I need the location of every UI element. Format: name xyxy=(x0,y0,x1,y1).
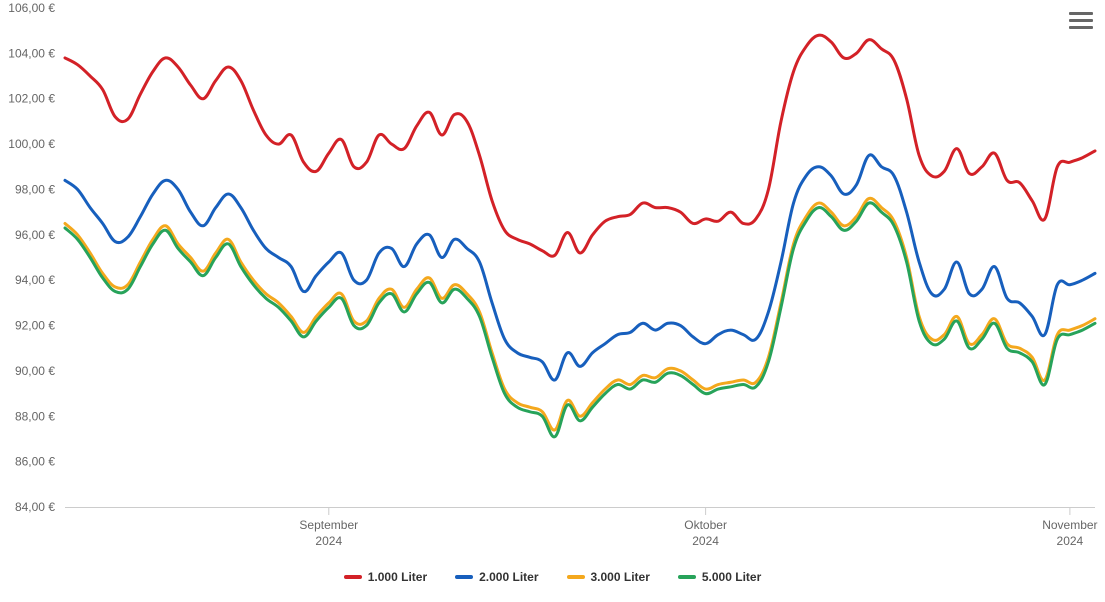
legend-label: 2.000 Liter xyxy=(479,570,538,584)
series-line-0 xyxy=(65,35,1095,256)
series-line-1 xyxy=(65,155,1095,380)
legend-swatch xyxy=(344,575,362,579)
legend-label: 1.000 Liter xyxy=(368,570,427,584)
chart-menu-button[interactable] xyxy=(1069,8,1093,30)
price-line-chart: 84,00 € 86,00 € 88,00 € 90,00 € 92,00 € 94,00… xyxy=(0,0,1105,602)
y-tick-label: 94,00 € xyxy=(15,273,55,287)
x-tick-label: November xyxy=(1042,518,1097,532)
y-tick-label: 98,00 € xyxy=(15,182,55,196)
legend-label: 5.000 Liter xyxy=(702,570,761,584)
x-tick-label: September xyxy=(299,518,358,532)
legend-item-3[interactable]: 5.000 Liter xyxy=(678,570,761,584)
legend-swatch xyxy=(455,575,473,579)
y-tick-label: 96,00 € xyxy=(15,228,55,242)
legend-item-1[interactable]: 2.000 Liter xyxy=(455,570,538,584)
y-tick-label: 106,00 € xyxy=(8,1,55,15)
y-tick-label: 104,00 € xyxy=(8,46,55,60)
y-tick-label: 92,00 € xyxy=(15,319,55,333)
y-tick-label: 88,00 € xyxy=(15,409,55,423)
y-tick-label: 100,00 € xyxy=(8,137,55,151)
legend-swatch xyxy=(567,575,585,579)
x-tick-label: Oktober xyxy=(684,518,727,532)
x-tick-sublabel: 2024 xyxy=(1057,534,1084,548)
legend-swatch xyxy=(678,575,696,579)
y-tick-label: 90,00 € xyxy=(15,364,55,378)
legend-item-2[interactable]: 3.000 Liter xyxy=(567,570,650,584)
x-tick-sublabel: 2024 xyxy=(692,534,719,548)
x-tick-sublabel: 2024 xyxy=(315,534,342,548)
series-line-2 xyxy=(65,198,1095,430)
y-tick-label: 86,00 € xyxy=(15,455,55,469)
legend: 1.000 Liter 2.000 Liter 3.000 Liter 5.000 L… xyxy=(0,568,1105,584)
y-tick-label: 84,00 € xyxy=(15,500,55,514)
y-tick-label: 102,00 € xyxy=(8,92,55,106)
legend-item-0[interactable]: 1.000 Liter xyxy=(344,570,427,584)
series-line-3 xyxy=(65,203,1095,437)
legend-label: 3.000 Liter xyxy=(591,570,650,584)
